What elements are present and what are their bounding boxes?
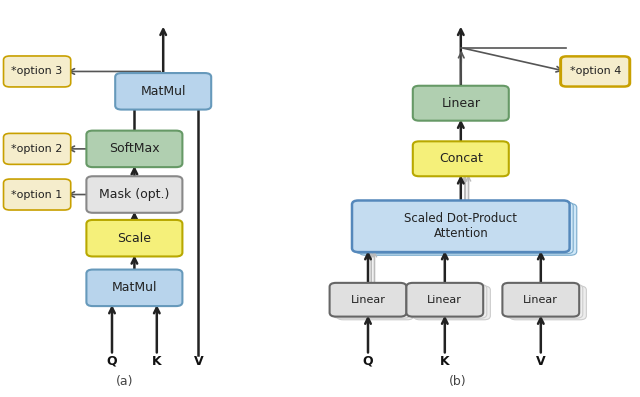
Text: K: K	[440, 355, 450, 368]
Text: Linear: Linear	[524, 295, 558, 305]
Text: Q: Q	[107, 355, 117, 368]
FancyBboxPatch shape	[337, 286, 413, 320]
FancyBboxPatch shape	[86, 131, 182, 167]
FancyBboxPatch shape	[413, 86, 509, 121]
Text: Q: Q	[363, 355, 373, 368]
FancyBboxPatch shape	[356, 202, 573, 254]
Text: SoftMax: SoftMax	[109, 143, 160, 155]
Text: *option 4: *option 4	[570, 66, 621, 77]
FancyBboxPatch shape	[560, 56, 630, 87]
FancyBboxPatch shape	[413, 286, 490, 320]
FancyBboxPatch shape	[86, 176, 182, 213]
FancyBboxPatch shape	[352, 200, 570, 252]
FancyBboxPatch shape	[4, 179, 71, 210]
Text: Linear: Linear	[442, 97, 480, 110]
Text: Linear: Linear	[428, 295, 462, 305]
FancyBboxPatch shape	[406, 283, 483, 317]
Text: *option 4: *option 4	[570, 66, 621, 77]
Text: *option 1: *option 1	[12, 189, 63, 200]
FancyBboxPatch shape	[4, 133, 71, 164]
FancyBboxPatch shape	[330, 283, 406, 317]
Text: *option 3: *option 3	[12, 66, 63, 77]
Text: K: K	[152, 355, 162, 368]
FancyBboxPatch shape	[333, 284, 410, 318]
FancyBboxPatch shape	[502, 283, 579, 317]
Text: Concat: Concat	[439, 152, 483, 165]
FancyBboxPatch shape	[506, 284, 583, 318]
Text: MatMul: MatMul	[111, 281, 157, 294]
Text: V: V	[536, 355, 546, 368]
Text: V: V	[193, 355, 204, 368]
FancyBboxPatch shape	[410, 284, 487, 318]
FancyBboxPatch shape	[509, 286, 586, 320]
Text: MatMul: MatMul	[140, 85, 186, 98]
Text: Mask (opt.): Mask (opt.)	[99, 188, 170, 201]
FancyBboxPatch shape	[86, 270, 182, 306]
FancyBboxPatch shape	[115, 73, 211, 110]
Text: Scale: Scale	[117, 232, 152, 245]
FancyBboxPatch shape	[359, 204, 577, 255]
Text: (a): (a)	[116, 376, 134, 388]
Text: (b): (b)	[449, 376, 467, 388]
Text: Linear: Linear	[351, 295, 385, 305]
FancyBboxPatch shape	[86, 220, 182, 256]
Text: *option 2: *option 2	[12, 144, 63, 154]
FancyBboxPatch shape	[4, 56, 71, 87]
FancyBboxPatch shape	[413, 141, 509, 176]
Text: Scaled Dot-Product
Attention: Scaled Dot-Product Attention	[404, 212, 517, 240]
FancyBboxPatch shape	[561, 57, 629, 86]
